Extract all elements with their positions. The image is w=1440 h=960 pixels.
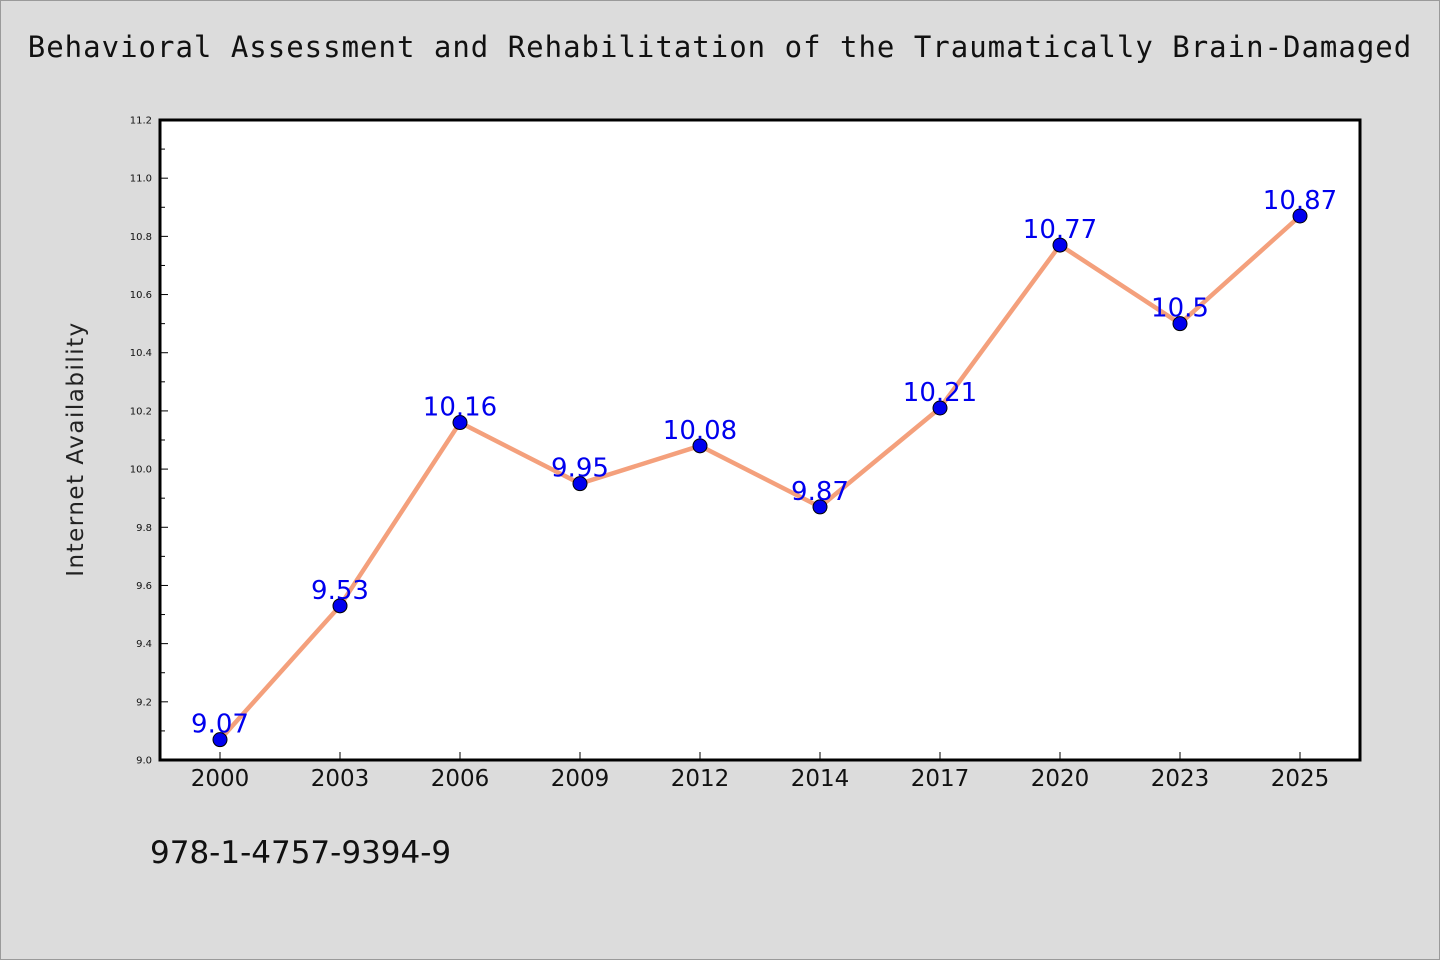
x-tick-label: 2012 bbox=[671, 766, 730, 792]
y-tick-label: 10.6 bbox=[130, 290, 152, 301]
x-tick-label: 2014 bbox=[791, 766, 850, 792]
data-point bbox=[452, 415, 468, 431]
data-point bbox=[572, 476, 588, 492]
chart-title: Behavioral Assessment and Rehabilitation… bbox=[27, 30, 1413, 64]
y-tick-label: 10.8 bbox=[130, 232, 152, 243]
y-tick-label: 11.2 bbox=[130, 116, 152, 127]
data-label: 10.16 bbox=[423, 393, 497, 423]
x-tick-label: 2009 bbox=[551, 766, 610, 792]
series-line bbox=[217, 213, 1303, 742]
x-tick-label: 2006 bbox=[431, 766, 490, 792]
y-tick-label: 9.6 bbox=[136, 581, 152, 592]
x-tick-label: 2003 bbox=[311, 766, 370, 792]
y-tick-label: 9.4 bbox=[136, 639, 152, 650]
data-label: 9.53 bbox=[311, 576, 369, 606]
x-tick-label: 2017 bbox=[911, 766, 970, 792]
y-axis-label: Internet Availability bbox=[63, 321, 89, 577]
y-tick-label: 9.8 bbox=[136, 523, 152, 534]
data-point bbox=[332, 598, 348, 614]
x-tick-label: 2020 bbox=[1031, 766, 1090, 792]
data-point bbox=[1172, 316, 1188, 332]
isbn-text: 978-1-4757-9394-9 bbox=[150, 835, 452, 871]
data-label: 10.21 bbox=[903, 378, 977, 408]
data-point bbox=[692, 438, 708, 454]
data-point bbox=[1052, 237, 1068, 253]
data-label: 10.77 bbox=[1023, 215, 1097, 245]
y-tick-label: 9.0 bbox=[136, 756, 152, 767]
x-tick-label: 2023 bbox=[1151, 766, 1210, 792]
x-tick-label: 2025 bbox=[1271, 766, 1330, 792]
data-label: 9.87 bbox=[791, 477, 849, 507]
data-label: 10.5 bbox=[1151, 294, 1209, 324]
y-tick-label: 10.0 bbox=[130, 465, 152, 476]
y-tick-label: 10.2 bbox=[130, 406, 152, 417]
data-label: 10.87 bbox=[1263, 186, 1337, 216]
data-point bbox=[212, 732, 228, 748]
data-point bbox=[932, 400, 948, 416]
y-tick-label: 9.2 bbox=[136, 697, 152, 708]
data-label: 9.07 bbox=[191, 710, 249, 740]
y-tick-label: 10.4 bbox=[130, 348, 152, 359]
x-tick-label: 2000 bbox=[191, 766, 250, 792]
data-point bbox=[1292, 208, 1308, 224]
y-tick-label: 11.0 bbox=[130, 174, 152, 185]
data-label: 10.08 bbox=[663, 416, 737, 446]
data-point bbox=[812, 499, 828, 515]
data-label: 9.95 bbox=[551, 454, 609, 484]
plot-area bbox=[158, 118, 1362, 762]
